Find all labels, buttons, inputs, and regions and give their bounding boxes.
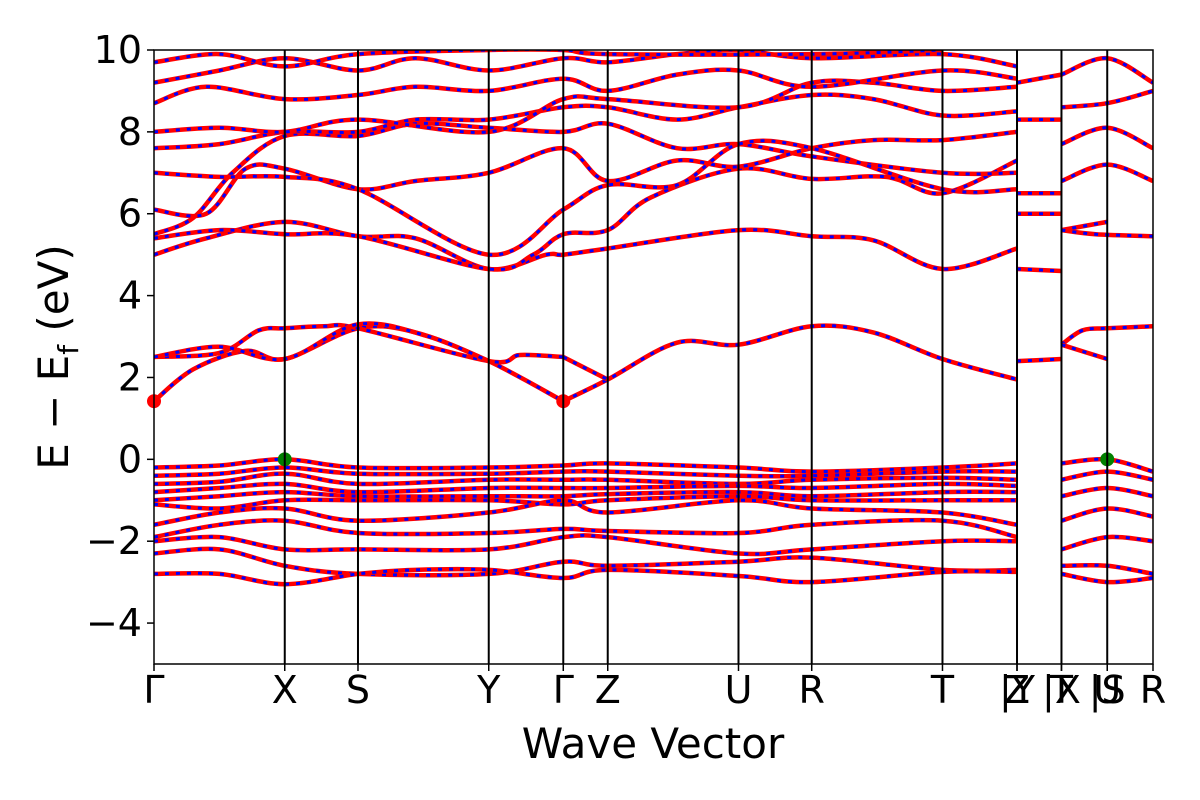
band-line-down-10 bbox=[154, 121, 1018, 236]
band-line-up-2 bbox=[154, 321, 490, 364]
band-line-down-3 bbox=[562, 324, 1018, 403]
y-tick-label: 0 bbox=[118, 437, 142, 481]
band-line-down-18 bbox=[1016, 267, 1062, 273]
y-tick-label: 8 bbox=[118, 110, 142, 154]
x-tick-label: Y bbox=[476, 668, 501, 712]
band-line-down-22 bbox=[1016, 73, 1062, 85]
band-line-down-38 bbox=[154, 547, 1018, 577]
x-tick-label: R bbox=[1140, 668, 1166, 712]
x-tick-label: T bbox=[1049, 668, 1074, 712]
y-tick-label: −4 bbox=[86, 601, 142, 645]
band-line-down-37 bbox=[154, 533, 1018, 556]
y-tick-label: −2 bbox=[86, 519, 142, 563]
x-tick-label: T bbox=[930, 668, 955, 712]
band-line-up-12 bbox=[154, 138, 1018, 257]
plot-frame bbox=[153, 49, 1154, 665]
band-line-down-26 bbox=[1060, 126, 1153, 150]
x-axis-ticks: Γ X S Y Γ Z U R T Z|Y T|X U|S R bbox=[143, 664, 1166, 713]
x-axis-title: Wave Vector bbox=[522, 719, 785, 768]
x-tick-label: |X bbox=[1042, 668, 1081, 713]
band-line-down-28 bbox=[1060, 56, 1153, 85]
x-tick-label: Z bbox=[595, 668, 621, 712]
y-axis-ticks: −4 −2 0 2 4 6 8 10 bbox=[86, 28, 154, 645]
x-tick-label: |Y bbox=[999, 668, 1036, 713]
x-tick-label: R bbox=[799, 668, 825, 712]
y-tick-label: 2 bbox=[118, 355, 142, 399]
band-line-up-9 bbox=[154, 158, 1018, 272]
band-line-down-5 bbox=[1016, 357, 1062, 363]
band-line-down-36 bbox=[154, 518, 1018, 539]
x-tick-label: Γ bbox=[143, 668, 164, 712]
band-line-down-8 bbox=[154, 220, 1018, 271]
band-line-down-25 bbox=[1060, 163, 1153, 183]
y-tick-label: 6 bbox=[118, 192, 142, 236]
band-line-up-8 bbox=[154, 219, 1018, 272]
x-tick-label: U bbox=[725, 668, 753, 712]
y-tick-label: 4 bbox=[118, 274, 142, 318]
x-tick-label: S bbox=[346, 668, 370, 712]
x-tick-label: X bbox=[272, 668, 298, 712]
band-line-down-4 bbox=[562, 355, 609, 381]
kpoint-divider-lines bbox=[283, 50, 1109, 664]
extrema-markers bbox=[147, 394, 1115, 467]
band-line-down-12 bbox=[154, 139, 1018, 257]
band-line-down-6 bbox=[1060, 324, 1153, 346]
y-tick-label: 10 bbox=[94, 28, 142, 72]
band-lines bbox=[154, 50, 1153, 587]
x-tick-label: Z bbox=[1004, 668, 1030, 712]
x-tick-label: U bbox=[1093, 668, 1121, 712]
band-line-up-3 bbox=[562, 323, 1018, 404]
x-tick-label: Γ bbox=[553, 668, 574, 712]
band-line-down-17 bbox=[154, 50, 943, 68]
band-line-down-7 bbox=[1061, 343, 1108, 361]
band-line-down-35 bbox=[154, 498, 1018, 527]
y-axis-title: E − Ef (eV) bbox=[29, 244, 85, 470]
x-tick-label: |S bbox=[1089, 668, 1126, 713]
band-line-down-24 bbox=[1061, 228, 1153, 238]
band-line-down-39 bbox=[154, 567, 1018, 586]
